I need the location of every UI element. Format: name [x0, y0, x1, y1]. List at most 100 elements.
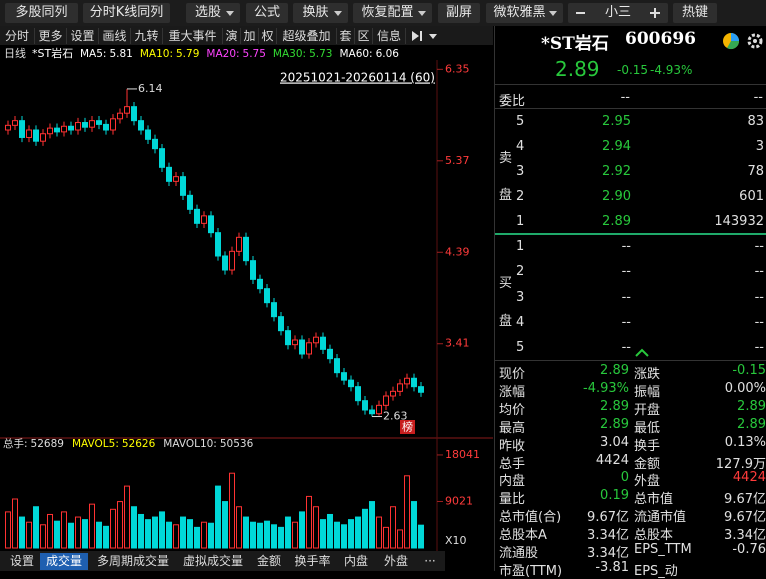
indicator-tab[interactable]: 金额 — [256, 554, 281, 568]
candle-body — [159, 148, 165, 168]
candle-body — [299, 339, 305, 355]
price: 2.89 — [555, 57, 600, 81]
indicator-tab[interactable]: 内盘 — [343, 554, 368, 568]
chart-tab[interactable]: 权 — [259, 28, 277, 44]
chart-tab[interactable]: 信息 — [373, 28, 406, 44]
chart-tab[interactable]: 超级叠加 — [277, 28, 337, 44]
chart-tab[interactable]: 区 — [355, 28, 373, 44]
candle-body — [26, 129, 32, 138]
level: 5 — [516, 340, 525, 356]
toolbar-button[interactable]: 换肤 — [293, 3, 348, 23]
toolbar-button[interactable]: 多股同列 — [5, 3, 78, 23]
chart-tab[interactable]: 演 — [223, 28, 241, 44]
expand-arrow[interactable] — [634, 348, 650, 358]
indicator-name: 总手: — [3, 437, 28, 450]
indicator-tab[interactable]: 换手率 — [294, 554, 331, 568]
chart-tab[interactable]: 套 — [337, 28, 355, 44]
candle-body — [285, 330, 291, 346]
indicator-tab[interactable]: ··· — [424, 554, 436, 568]
stat-value: 3.34亿 — [587, 528, 629, 544]
toolbar-button[interactable]: 热键 — [673, 3, 717, 23]
volume-bar — [285, 516, 291, 549]
indicator-name: MAVOL10: — [163, 438, 217, 450]
candle-body — [89, 120, 95, 128]
stat-label: 涨幅 — [499, 384, 526, 400]
chart-tab[interactable]: 更多 — [35, 28, 67, 44]
stat-value: 4424 — [595, 452, 629, 468]
volume-bar — [222, 501, 228, 549]
candle-body — [264, 288, 270, 304]
candle-body — [334, 358, 340, 374]
tab-icons[interactable] — [410, 29, 440, 43]
chart-tab[interactable]: 加 — [241, 28, 259, 44]
stat-label: 总市值(合) — [499, 510, 562, 526]
panel-icons[interactable] — [721, 31, 765, 51]
stat-value: 4424 — [732, 470, 766, 486]
stat-value: 2.89 — [600, 363, 629, 378]
indicator-tab[interactable]: 多周期成交量 — [96, 554, 169, 568]
change: -0.15 — [617, 63, 649, 77]
stat-label: 流通股 — [499, 546, 539, 561]
volume-bar — [19, 516, 25, 549]
candle-body — [187, 194, 193, 210]
volume-bar — [47, 513, 53, 549]
volume-bar — [180, 516, 186, 549]
indicator-tab[interactable]: 外盘 — [383, 554, 408, 568]
candle-body — [250, 260, 256, 280]
volume-bar — [313, 506, 319, 549]
chart-tab[interactable]: 九转 — [131, 28, 163, 44]
stat-label: 现价 — [499, 367, 526, 382]
volume-bar — [201, 521, 207, 549]
volume-bar — [334, 521, 340, 549]
volume-bar — [243, 516, 249, 549]
level: 3 — [516, 164, 525, 179]
toolbar-button[interactable]: 分时K线同列 — [83, 3, 170, 23]
toolbar-button[interactable]: 选股 — [186, 3, 240, 23]
chart-tab[interactable]: 画线 — [99, 28, 131, 44]
indicator-tab[interactable]: 成交量 — [40, 553, 88, 570]
candle-body — [278, 316, 284, 332]
chart-tab[interactable]: 分时 — [0, 28, 35, 44]
candle-body — [96, 120, 102, 125]
candle-body — [201, 215, 207, 224]
chart-title: 日线 — [4, 46, 26, 60]
stat-label: 外盘 — [634, 474, 661, 490]
indicator-name: MA30: — [273, 48, 306, 60]
volume-bar — [229, 472, 235, 549]
book-price: -- — [621, 264, 631, 280]
chart-tab[interactable]: 重大事件 — [163, 28, 223, 44]
indicator-name: MA20: — [206, 48, 239, 60]
candle-body — [236, 236, 242, 252]
book-volume: -- — [754, 239, 764, 254]
volume-bar — [33, 506, 39, 549]
volume-bar — [320, 519, 326, 549]
stat-label: 最低 — [634, 420, 661, 436]
separator — [495, 360, 766, 361]
toolbar-button[interactable]: 恢复配置 — [353, 3, 432, 23]
ratio-label: 委比 — [499, 94, 526, 109]
toolbar-button[interactable]: 公式 — [246, 3, 288, 23]
size-stepper[interactable] — [568, 3, 668, 23]
chart-tab[interactable]: 设置 — [67, 28, 99, 44]
volume-bar — [54, 520, 60, 549]
candle-body — [124, 106, 130, 114]
candle-body — [243, 236, 249, 262]
chart: 日线 *ST岩石 MA5: 5.81 MA10: 5.79 MA20: 5.75 MA30: 5.… — [0, 46, 493, 551]
stat-value: 3.34亿 — [587, 546, 629, 561]
indicator-tab[interactable]: 虚拟成交量 — [182, 554, 243, 568]
candle-body — [40, 133, 46, 142]
book-price: -- — [621, 239, 631, 254]
indicator-tab-bar: 设置 成交量 多周期成交量 虚拟成交量 金额 换手率 内盘 外盘 ··· — [0, 551, 445, 571]
toolbar-button[interactable]: 微软雅黑 — [486, 3, 563, 23]
candle-body — [117, 112, 123, 120]
stat-label: 振幅 — [634, 384, 661, 400]
candle-body — [5, 124, 11, 131]
candle-body — [19, 120, 25, 138]
stat-value: 3.04 — [600, 434, 629, 450]
indicator-value: 52626 — [122, 438, 156, 450]
toolbar-button[interactable]: 小三 — [568, 3, 668, 23]
candle-body — [229, 250, 235, 271]
toolbar-button[interactable]: 副屏 — [438, 3, 480, 23]
candle-body — [33, 129, 39, 142]
indicator-tab[interactable]: 设置 — [9, 554, 34, 568]
